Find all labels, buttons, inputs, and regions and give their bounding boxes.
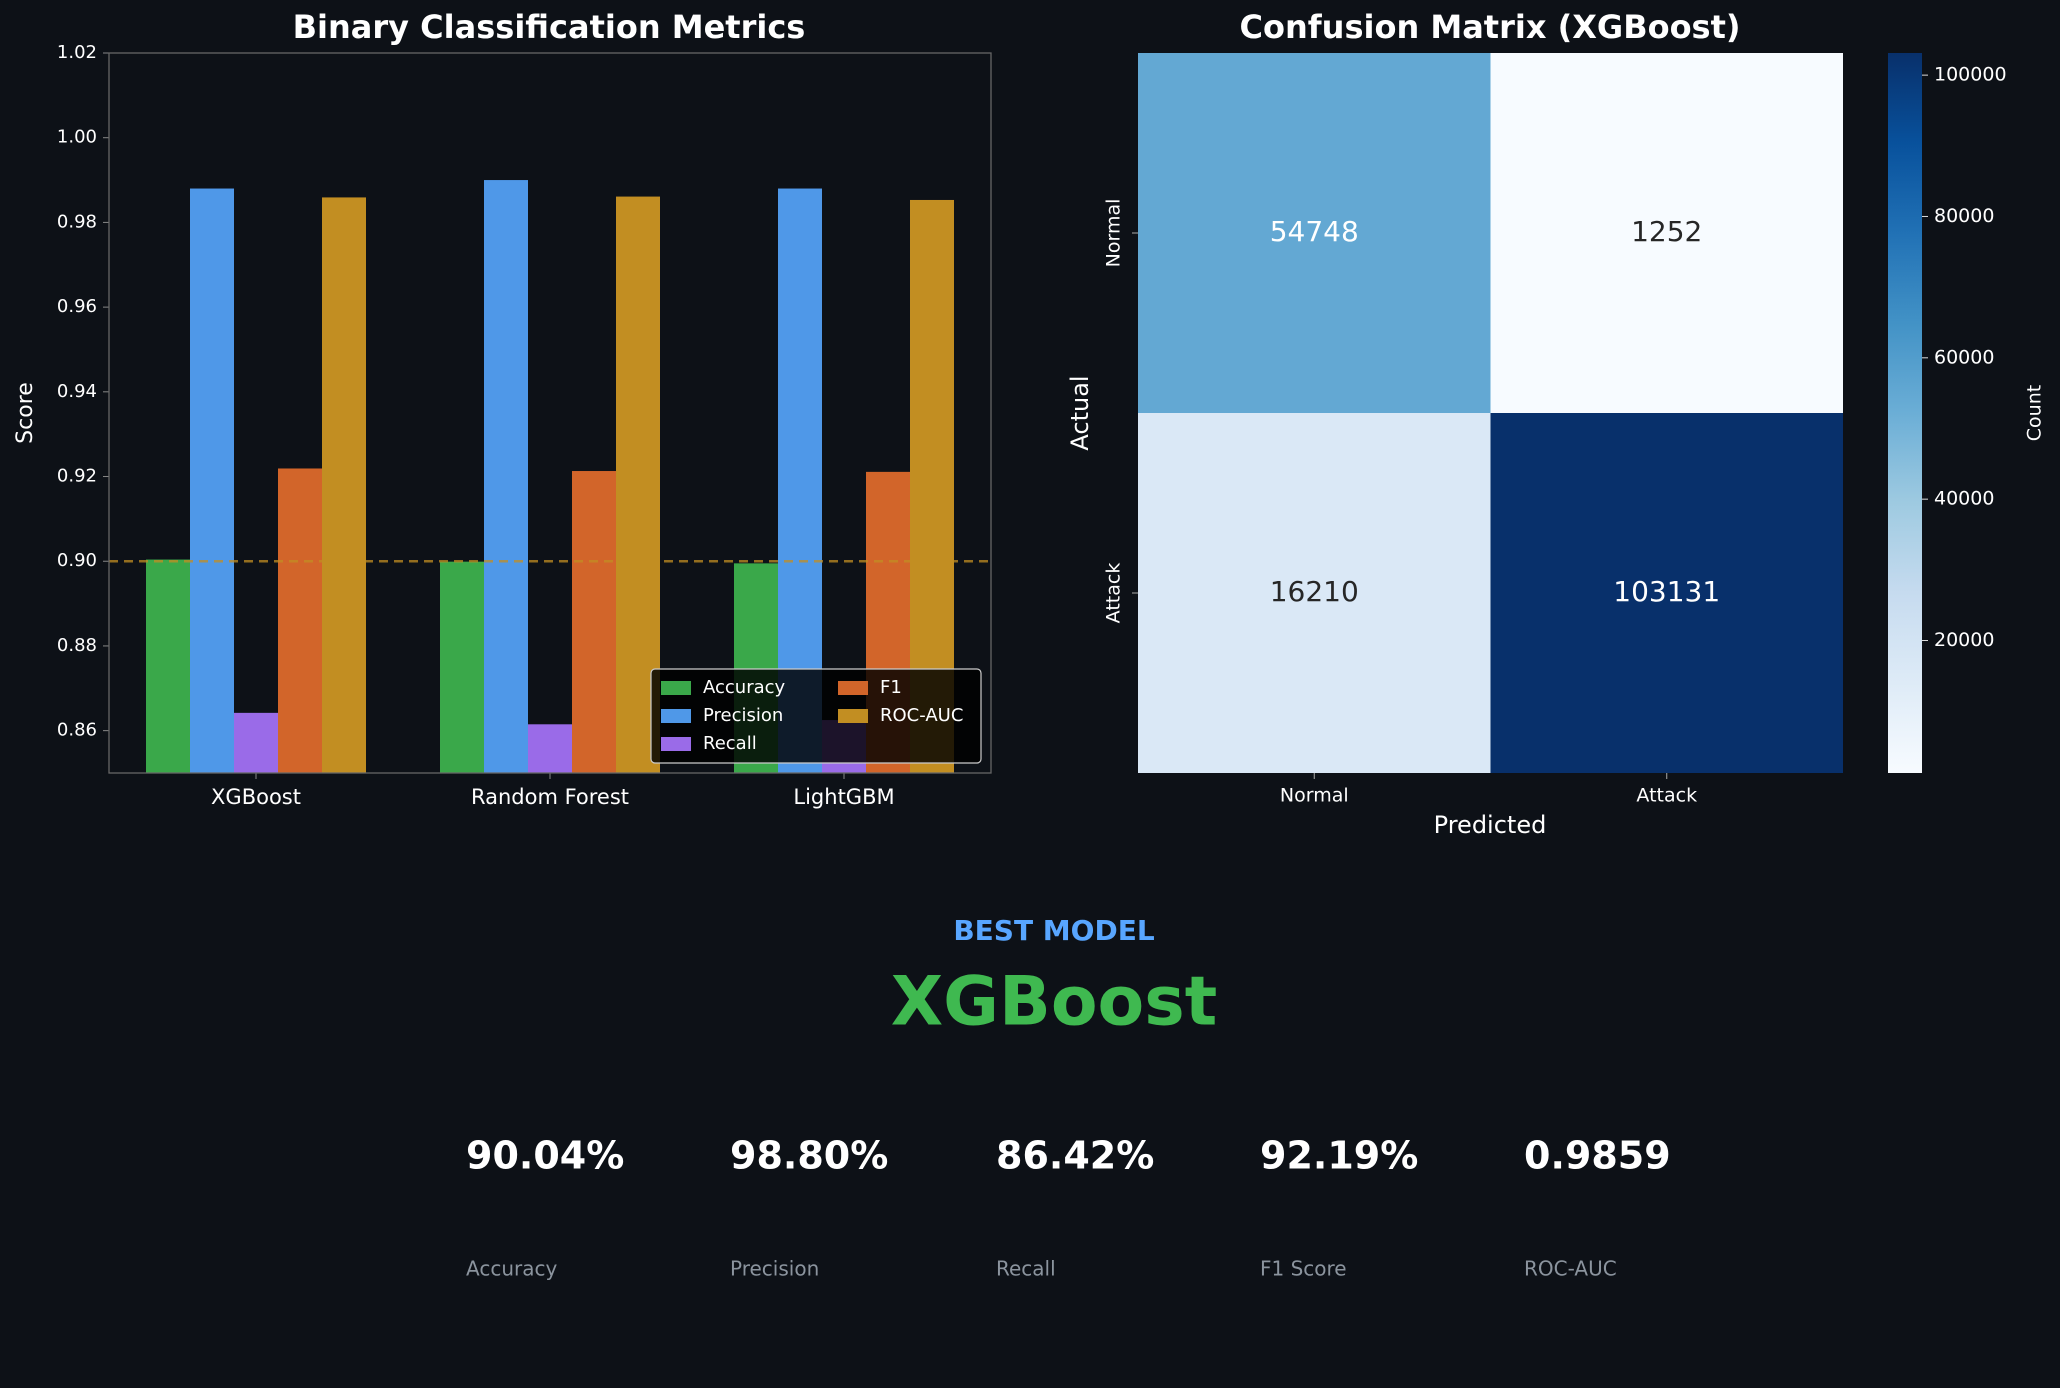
metric-value: 98.80% — [730, 1134, 888, 1178]
heatmap-cell — [1490, 53, 1843, 413]
colorbar-tick-label: 80000 — [1934, 205, 1994, 227]
y-tick-label: 0.86 — [57, 720, 97, 741]
x-tick-label: Attack — [1636, 785, 1697, 807]
y-axis-label: Score — [13, 382, 38, 444]
bar — [484, 180, 528, 773]
cell-value: 16210 — [1270, 575, 1359, 608]
legend-label: Accuracy — [703, 677, 786, 698]
y-tick-label: Attack — [1103, 563, 1125, 624]
bar — [146, 559, 190, 773]
colorbar — [1888, 53, 1922, 773]
metric-name: Recall — [996, 1257, 1056, 1281]
y-tick-label: 0.90 — [57, 550, 97, 571]
bar — [322, 197, 366, 773]
colorbar-label: Count — [2024, 385, 2046, 441]
metric-name: Precision — [730, 1257, 819, 1281]
heatmap-cell — [1138, 413, 1491, 773]
legend-swatch — [661, 737, 691, 751]
cell-value: 103131 — [1613, 575, 1720, 608]
metric-name: ROC-AUC — [1524, 1257, 1617, 1281]
colorbar-tick-label: 20000 — [1934, 629, 1994, 651]
legend-swatch — [838, 709, 868, 723]
y-axis-label: Actual — [1066, 375, 1094, 450]
metric-name: Accuracy — [466, 1257, 557, 1281]
bar — [528, 724, 572, 773]
best-model-name: XGBoost — [891, 963, 1218, 1042]
y-tick-label: 0.94 — [57, 381, 97, 402]
legend-box — [650, 668, 982, 764]
cell-value: 54748 — [1270, 215, 1359, 248]
legend-label: ROC-AUC — [880, 705, 963, 726]
y-tick-label: Normal — [1103, 199, 1125, 268]
cell-value: 1252 — [1631, 215, 1702, 248]
plot-frame — [108, 52, 992, 774]
heatmap-cell — [1138, 53, 1491, 413]
metric-value: 86.42% — [996, 1134, 1154, 1178]
bar — [572, 471, 616, 773]
legend-swatch — [661, 681, 691, 695]
metric-value: 90.04% — [466, 1134, 624, 1178]
x-tick-label: Normal — [1280, 785, 1349, 807]
y-tick-label: 1.00 — [57, 127, 97, 148]
legend-swatch — [838, 681, 868, 695]
y-tick-label: 0.98 — [57, 211, 97, 232]
legend-label: Recall — [703, 733, 757, 754]
x-tick-label: LightGBM — [793, 785, 894, 809]
x-tick-label: XGBoost — [211, 785, 301, 809]
x-tick-label: Random Forest — [471, 785, 629, 809]
bar — [190, 188, 234, 773]
metric-value: 0.9859 — [1524, 1134, 1671, 1178]
bar — [234, 712, 278, 773]
heatmap-cell — [1490, 413, 1843, 773]
metric-name: F1 Score — [1260, 1257, 1347, 1281]
metric-value: 92.19% — [1260, 1134, 1418, 1178]
best-model-label: BEST MODEL — [953, 914, 1155, 947]
y-tick-label: 0.96 — [57, 296, 97, 317]
legend-label: F1 — [880, 677, 902, 698]
chart-title: Binary Classification Metrics — [293, 8, 806, 46]
y-tick-label: 0.92 — [57, 466, 97, 487]
y-tick-label: 1.02 — [57, 42, 97, 63]
x-axis-label: Predicted — [1434, 811, 1547, 839]
colorbar-tick-label: 60000 — [1934, 346, 1994, 368]
colorbar-tick-label: 40000 — [1934, 488, 1994, 510]
bar — [278, 468, 322, 773]
colorbar-tick-label: 100000 — [1934, 64, 2007, 86]
bar — [440, 561, 484, 773]
legend-label: Precision — [703, 705, 783, 726]
y-tick-label: 0.88 — [57, 635, 97, 656]
chart-title: Confusion Matrix (XGBoost) — [1239, 8, 1740, 46]
legend-swatch — [661, 709, 691, 723]
